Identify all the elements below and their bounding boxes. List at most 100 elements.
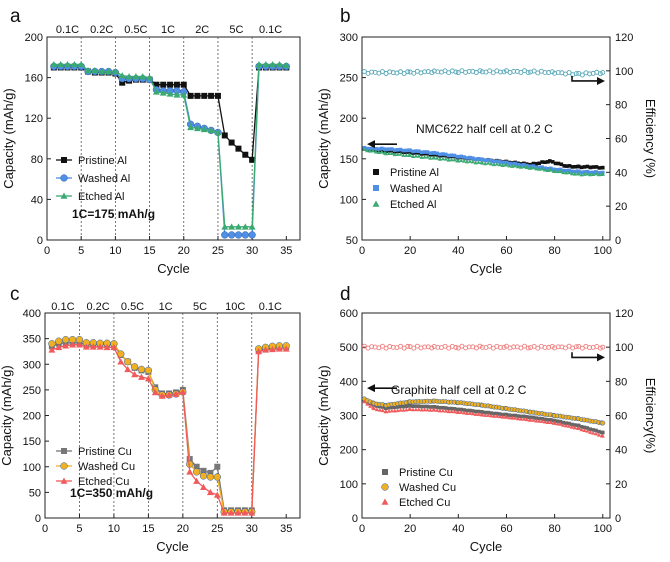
panel-label: c <box>10 284 20 305</box>
data-point <box>591 430 596 435</box>
data-point <box>494 161 499 166</box>
data-point <box>531 68 537 74</box>
data-point <box>248 231 256 239</box>
data-point <box>591 428 595 432</box>
data-point <box>465 156 469 160</box>
data-point <box>500 414 505 419</box>
data-point <box>416 154 421 158</box>
data-point <box>446 153 451 158</box>
data-point <box>600 420 606 426</box>
data-point <box>534 166 539 171</box>
data-point <box>576 426 581 430</box>
panel-d: d0 20 40 60 80 100010020030040050060002040608… <box>316 284 658 554</box>
data-point <box>404 407 409 412</box>
x-tick-label: 20 <box>404 523 416 535</box>
data-point <box>413 407 419 412</box>
data-point <box>193 124 201 132</box>
right-axis-arrow <box>571 75 599 82</box>
legend-marker <box>60 192 68 199</box>
data-point <box>480 410 485 414</box>
data-point <box>437 408 443 413</box>
y-tick-label: 100 <box>23 462 41 474</box>
y2-tick-label: 60 <box>615 411 627 423</box>
data-point <box>159 89 167 96</box>
data-point <box>440 408 445 413</box>
legend-marker <box>381 498 389 505</box>
data-point <box>573 423 577 427</box>
data-point <box>227 509 235 516</box>
data-point <box>593 171 599 176</box>
data-point <box>455 70 461 76</box>
data-point <box>483 158 488 163</box>
data-point <box>546 418 550 422</box>
data-point <box>459 154 463 159</box>
data-point <box>497 414 502 419</box>
data-point <box>117 358 125 365</box>
data-point <box>432 155 437 160</box>
y-tick-label: 150 <box>340 154 358 166</box>
data-point <box>504 414 509 419</box>
legend: Pristine Al Washed Al Etched Al <box>56 155 130 203</box>
data-point <box>368 146 372 151</box>
legend: Pristine Cu Washed Cu Etched Cu <box>56 446 135 488</box>
data-point <box>262 346 269 353</box>
data-point <box>456 410 461 414</box>
y2-tick-label: 40 <box>615 167 627 179</box>
legend-label: Pristine Al <box>78 155 127 167</box>
data-point <box>437 156 443 161</box>
data-point <box>398 407 403 412</box>
legend-marker <box>382 469 388 475</box>
data-point <box>401 404 406 409</box>
series-efficiency <box>362 343 606 351</box>
data-point <box>570 422 574 427</box>
data-point <box>137 365 146 374</box>
data-point <box>179 388 187 395</box>
data-point <box>559 162 564 167</box>
data-point <box>362 343 367 349</box>
data-point <box>525 345 531 351</box>
legend-label: Etched Al <box>78 191 124 203</box>
data-point <box>441 152 445 156</box>
data-point <box>561 420 566 425</box>
data-point <box>387 405 391 410</box>
data-point <box>373 149 379 154</box>
data-point <box>455 345 461 351</box>
data-point <box>362 147 367 152</box>
data-point <box>401 148 406 153</box>
x-tick-label: 5 <box>76 523 82 535</box>
data-point <box>519 414 523 419</box>
data-point <box>576 343 582 349</box>
data-point <box>55 337 63 345</box>
data-point <box>486 413 491 417</box>
data-point <box>395 405 400 409</box>
data-point <box>507 415 512 420</box>
data-point <box>432 150 437 155</box>
data-point <box>200 467 207 474</box>
rate-label: 0.1C <box>259 301 282 313</box>
data-point <box>566 70 572 75</box>
data-point <box>476 157 481 161</box>
data-point <box>550 160 555 164</box>
data-point <box>398 343 403 349</box>
y-tick-label: 0 <box>352 513 358 525</box>
data-point <box>160 81 167 88</box>
data-point <box>465 408 469 413</box>
data-point <box>146 74 154 81</box>
data-point <box>435 156 440 160</box>
legend-marker <box>60 462 68 470</box>
data-point <box>556 161 561 166</box>
data-point <box>540 160 544 164</box>
data-point <box>241 509 249 516</box>
data-point <box>576 164 581 169</box>
data-point <box>440 156 445 161</box>
data-point <box>468 155 472 160</box>
data-point <box>435 408 440 412</box>
data-point <box>531 343 537 349</box>
data-point <box>552 421 557 425</box>
data-point <box>495 411 499 416</box>
data-point <box>468 408 472 413</box>
data-point <box>398 69 403 75</box>
series-etched-al <box>362 147 605 177</box>
y-tick-label: 120 <box>25 113 43 125</box>
